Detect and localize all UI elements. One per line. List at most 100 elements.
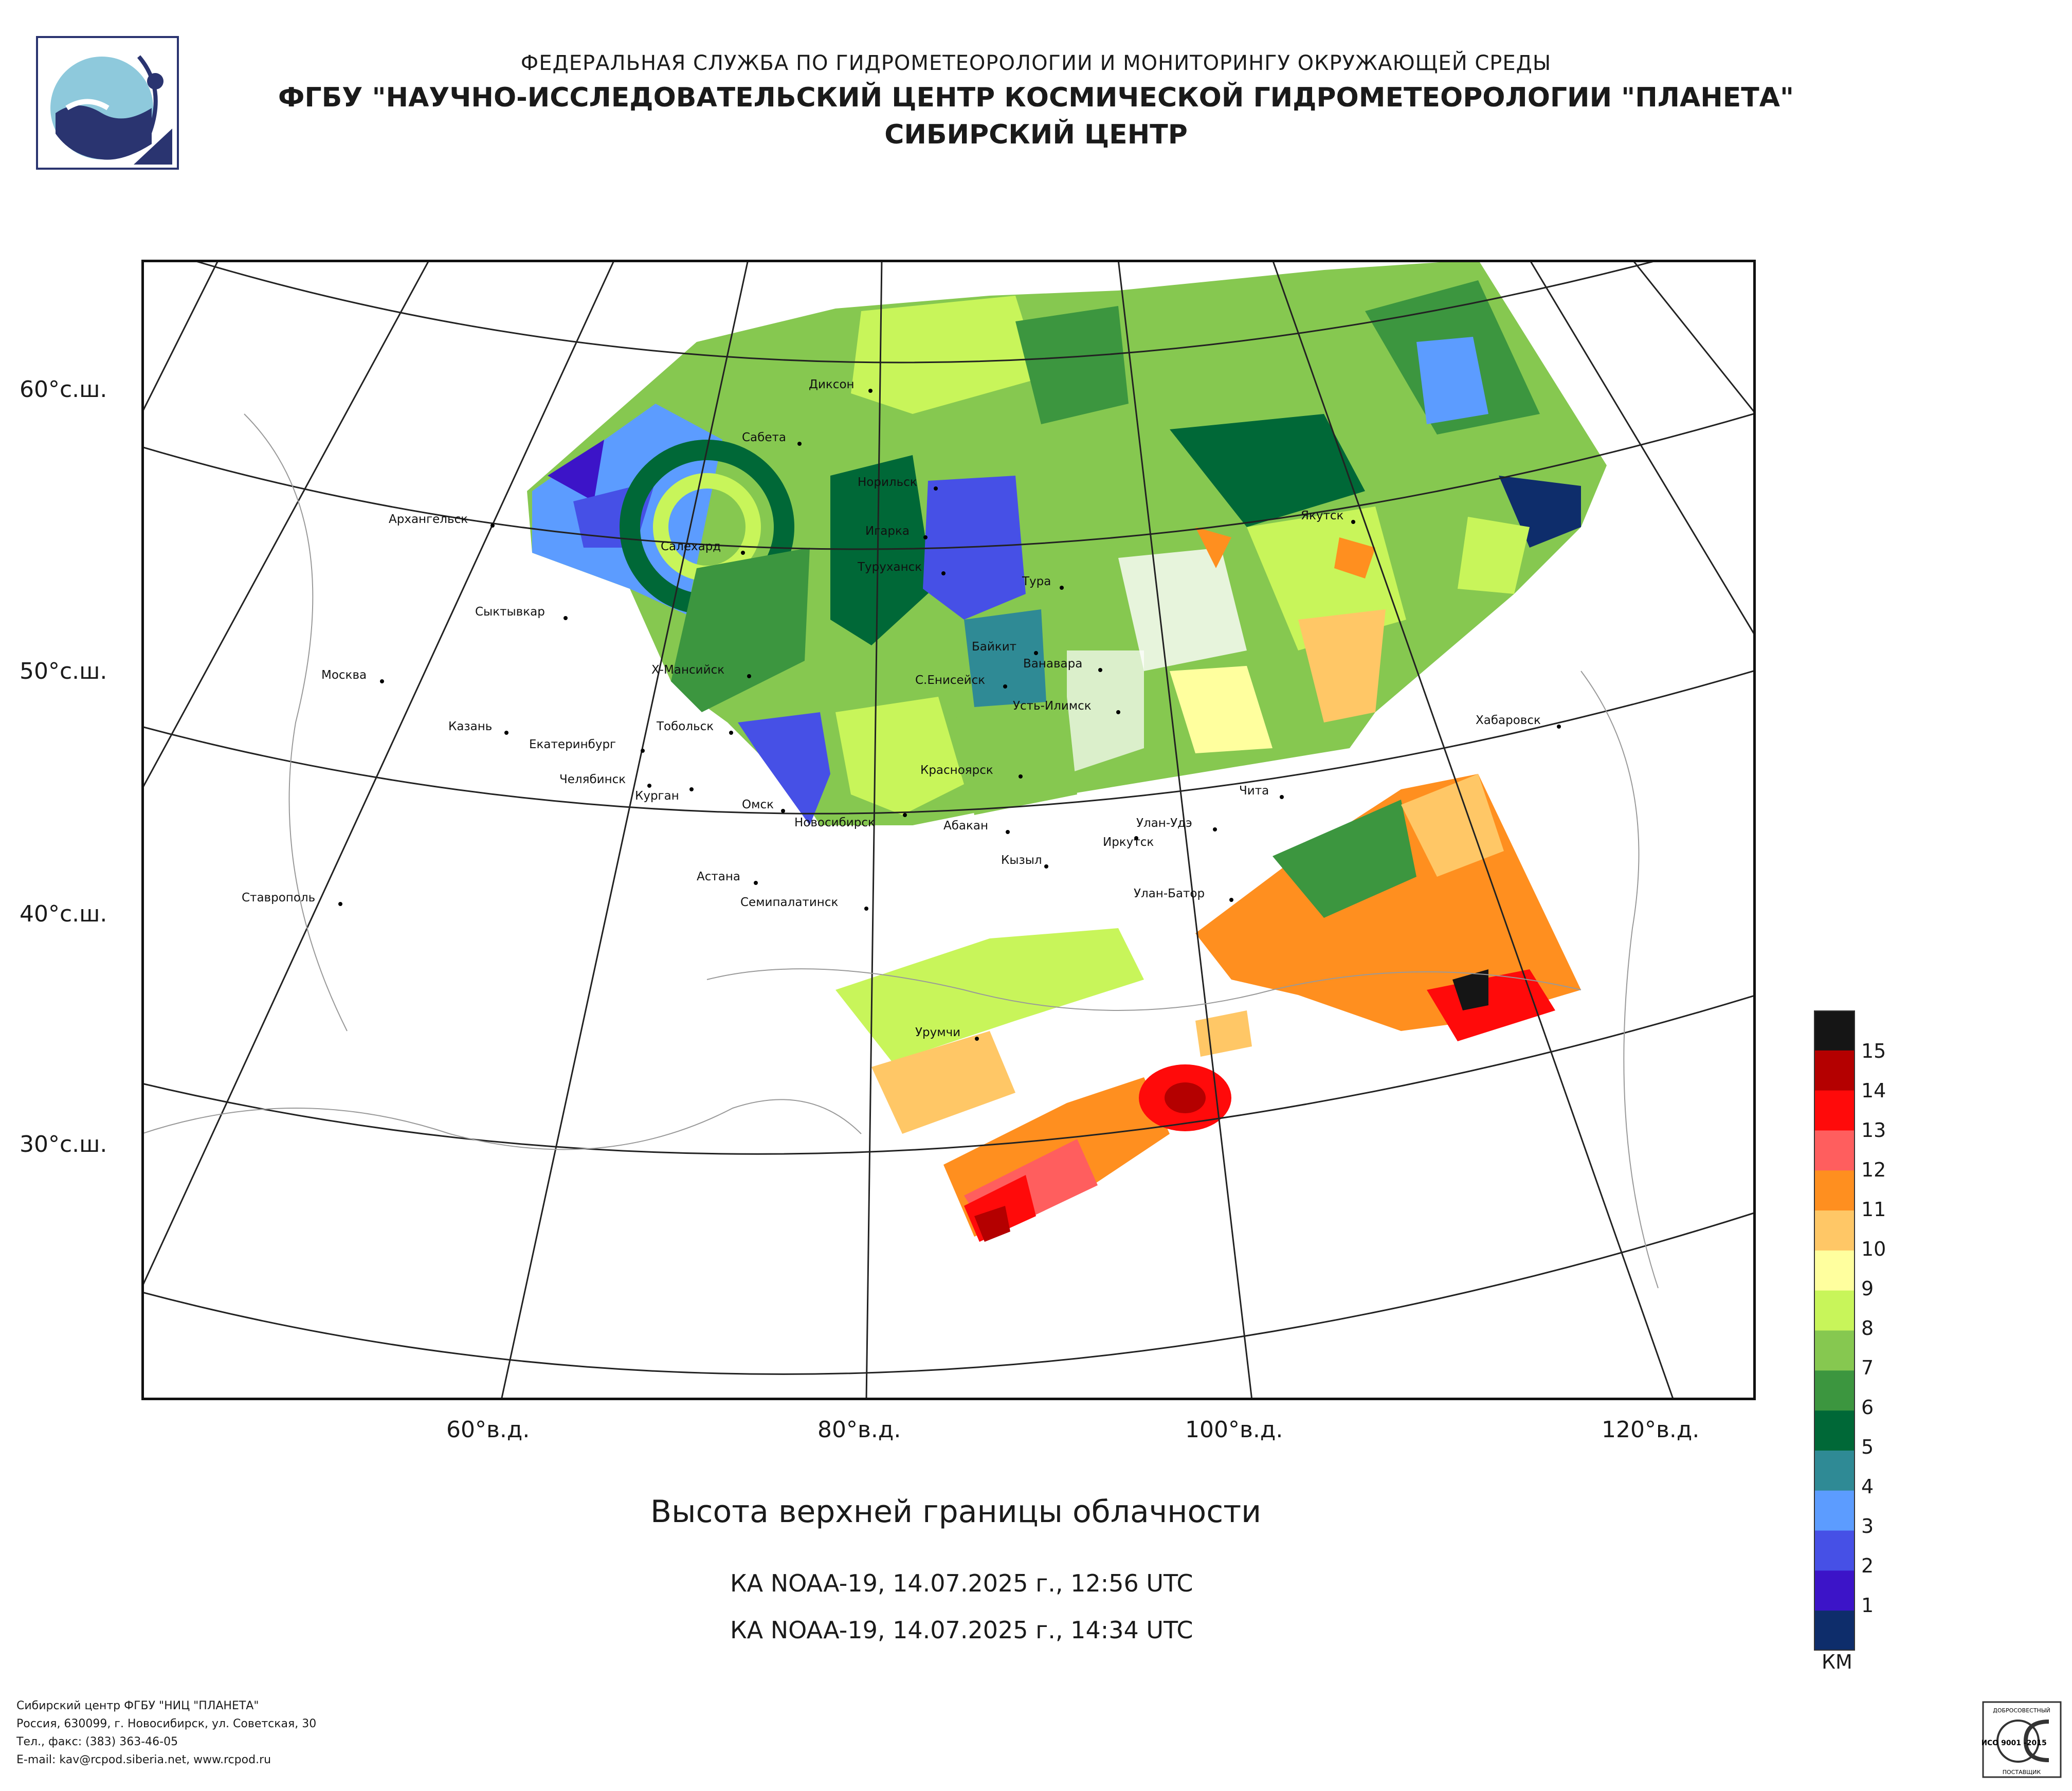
longitude-lines (141, 260, 1756, 1400)
legend-label: 3 (1861, 1515, 1874, 1537)
legend-label: 12 (1861, 1159, 1886, 1181)
svg-text:Тобольск: Тобольск (656, 720, 714, 733)
legend-swatch (1814, 1611, 1855, 1651)
legend-label: 13 (1861, 1119, 1886, 1142)
legend-label: 2 (1861, 1554, 1874, 1577)
legend-swatch (1814, 1330, 1855, 1371)
map-frame (141, 260, 1756, 1400)
center-name: ФГБУ "НАУЧНО-ИССЛЕДОВАТЕЛЬСКИЙ ЦЕНТР КОС… (278, 82, 1794, 113)
legend-swatch (1814, 1210, 1855, 1251)
legend-swatch (1814, 1410, 1855, 1451)
legend-units: КМ (1822, 1651, 1852, 1673)
svg-text:ПОСТАВЩИК: ПОСТАВЩИК (2003, 1769, 2041, 1776)
legend-label: 8 (1861, 1317, 1874, 1340)
lat-label-30: 30°с.ш. (20, 1131, 107, 1157)
svg-text:Салехард: Салехард (661, 540, 721, 553)
iso-certificate-badge: ДОБРОСОВЕСТНЫЙ ИСО 9001 -2015 ПОСТАВЩИК (1982, 1701, 2062, 1778)
product-title: Высота верхней границы облачности (650, 1494, 1262, 1530)
svg-text:Игарка: Игарка (865, 524, 910, 538)
svg-text:Кызыл: Кызыл (1001, 854, 1042, 867)
legend-swatch (1814, 1370, 1855, 1411)
footer-contacts: Сибирский центр ФГБУ "НИЦ "ПЛАНЕТА" Росс… (16, 1697, 316, 1769)
svg-text:Иркутск: Иркутск (1103, 836, 1154, 849)
svg-text:Норильск: Норильск (858, 476, 917, 489)
lat-label-60: 60°с.ш. (20, 376, 107, 403)
legend-label: 9 (1861, 1277, 1874, 1300)
footer-line: Россия, 630099, г. Новосибирск, ул. Сове… (16, 1717, 317, 1730)
satellite-pass-1: КА NOAA-19, 14.07.2025 г., 12:56 UTC (730, 1569, 1193, 1597)
lat-label-40: 40°с.ш. (20, 901, 107, 927)
legend-label: 10 (1861, 1238, 1886, 1260)
satellite-swath-north (527, 260, 1607, 825)
legend-swatch (1814, 1010, 1855, 1051)
legend-label: 15 (1861, 1040, 1886, 1062)
svg-text:Красноярск: Красноярск (920, 764, 993, 777)
svg-text:Семипалатинск: Семипалатинск (740, 896, 838, 909)
svg-text:Екатеринбург: Екатеринбург (529, 738, 616, 751)
legend-label: 7 (1861, 1356, 1874, 1379)
legend-swatch (1814, 1090, 1855, 1131)
svg-text:Туруханск: Туруханск (857, 560, 922, 574)
legend-swatch (1814, 1170, 1855, 1211)
svg-text:Якутск: Якутск (1301, 509, 1344, 522)
legend-label: 6 (1861, 1396, 1874, 1419)
branch-name: СИБИРСКИЙ ЦЕНТР (884, 119, 1188, 150)
svg-text:Абакан: Абакан (943, 819, 988, 833)
svg-text:Усть-Илимск: Усть-Илимск (1013, 699, 1092, 713)
legend-swatch (1814, 1250, 1855, 1291)
svg-text:Астана: Астана (697, 870, 740, 883)
lon-label-120: 120°в.д. (1602, 1417, 1700, 1443)
svg-text:ИСО 9001 -2015: ИСО 9001 -2015 (1982, 1739, 2047, 1747)
svg-text:Курган: Курган (635, 789, 679, 803)
city-labels: Диксон Сабета Норильск Игарка Туруханск … (242, 378, 1561, 1041)
footer-line: Тел., факс: (383) 363-46-05 (16, 1735, 178, 1748)
legend-label: 5 (1861, 1436, 1874, 1458)
svg-text:Ставрополь: Ставрополь (242, 891, 315, 904)
svg-text:С.Енисейск: С.Енисейск (915, 674, 985, 687)
svg-text:Сыктывкар: Сыктывкар (475, 605, 545, 619)
svg-text:Новосибирск: Новосибирск (794, 816, 875, 829)
legend-swatch (1814, 1530, 1855, 1571)
legend-swatch (1814, 1050, 1855, 1091)
cloud-top-height-map: Диксон Сабета Норильск Игарка Туруханск … (141, 260, 1756, 1400)
agency-name: ФЕДЕРАЛЬНАЯ СЛУЖБА ПО ГИДРОМЕТЕОРОЛОГИИ … (520, 51, 1552, 75)
svg-text:Тура: Тура (1022, 575, 1051, 588)
legend-swatch (1814, 1490, 1855, 1531)
svg-text:Челябинск: Челябинск (559, 773, 626, 786)
svg-text:Чита: Чита (1239, 784, 1269, 798)
borders (141, 413, 1659, 1289)
svg-text:Урумчи: Урумчи (915, 1026, 960, 1039)
svg-text:Москва: Москва (321, 668, 367, 682)
satellite-pass-2: КА NOAA-19, 14.07.2025 г., 14:34 UTC (730, 1616, 1193, 1644)
footer-line: Сибирский центр ФГБУ "НИЦ "ПЛАНЕТА" (16, 1699, 259, 1712)
svg-text:ДОБРОСОВЕСТНЫЙ: ДОБРОСОВЕСТНЫЙ (1993, 1707, 2050, 1714)
legend-swatch (1814, 1290, 1855, 1331)
svg-text:Улан-Батор: Улан-Батор (1134, 887, 1205, 900)
svg-text:Омск: Омск (742, 798, 774, 811)
color-legend (1814, 1010, 1855, 1651)
svg-text:Байкит: Байкит (972, 640, 1016, 654)
latitude-lines (141, 260, 1756, 1375)
svg-text:Диксон: Диксон (809, 378, 855, 391)
svg-text:Хабаровск: Хабаровск (1476, 714, 1541, 727)
footer-line: E-mail: kav@rcpod.siberia.net, www.rcpod… (16, 1753, 271, 1766)
svg-text:Сабета: Сабета (742, 431, 786, 444)
svg-text:Х-Мансийск: Х-Мансийск (651, 663, 724, 677)
legend-label: 1 (1861, 1594, 1874, 1617)
planeta-logo (36, 36, 179, 170)
lon-label-60: 60°в.д. (446, 1417, 530, 1443)
svg-text:Архангельск: Архангельск (389, 513, 468, 526)
lon-label-100: 100°в.д. (1185, 1417, 1283, 1443)
legend-label: 4 (1861, 1475, 1874, 1498)
svg-text:Улан-Удэ: Улан-Удэ (1136, 817, 1192, 830)
legend-label: 14 (1861, 1079, 1886, 1102)
legend-swatch (1814, 1130, 1855, 1171)
legend-label: 11 (1861, 1198, 1886, 1221)
svg-text:Казань: Казань (448, 720, 492, 733)
satellite-swath-south (835, 712, 1591, 1262)
legend-swatch (1814, 1570, 1855, 1611)
lat-label-50: 50°с.ш. (20, 658, 107, 684)
lon-label-80: 80°в.д. (817, 1417, 901, 1443)
svg-text:Ванавара: Ванавара (1023, 657, 1082, 671)
legend-swatch (1814, 1450, 1855, 1491)
